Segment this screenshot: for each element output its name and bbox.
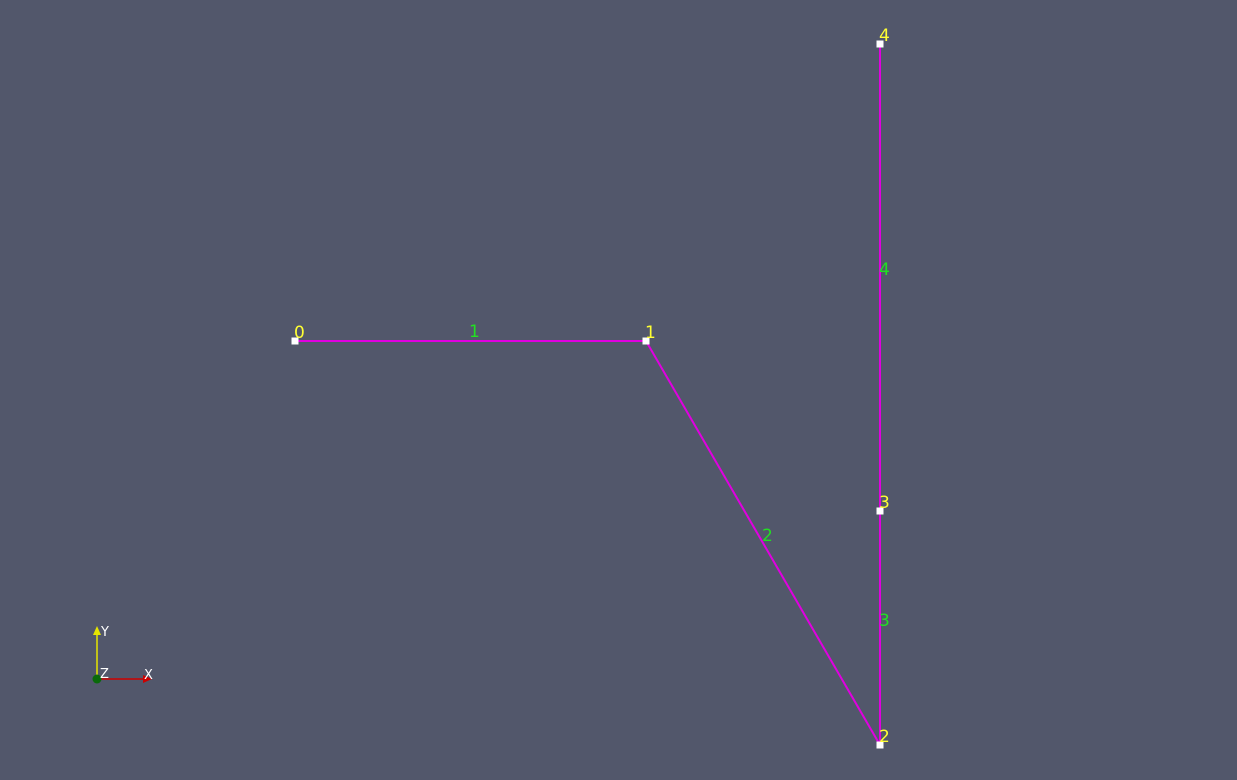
y-axis-arrowhead xyxy=(93,626,101,635)
node-3[interactable] xyxy=(876,507,884,515)
node-labels: 0 1 2 3 4 xyxy=(294,26,890,747)
axis-label-y: Y xyxy=(100,625,109,640)
orientation-axes: Y X Z xyxy=(92,625,153,684)
node-1[interactable] xyxy=(642,337,650,345)
z-axis-origin xyxy=(92,674,102,684)
axis-label-z: Z xyxy=(100,667,109,682)
node-label-2: 2 xyxy=(879,727,890,747)
edge-labels: 1 2 3 4 xyxy=(469,260,890,631)
x-axis-arrowhead xyxy=(143,675,152,683)
node-label-1: 1 xyxy=(645,323,656,343)
edge-label-4: 4 xyxy=(879,260,890,280)
node-4[interactable] xyxy=(876,40,884,48)
node-label-0: 0 xyxy=(294,323,305,343)
axis-label-x: X xyxy=(144,668,153,683)
node-0[interactable] xyxy=(291,337,299,345)
node-label-3: 3 xyxy=(879,493,890,513)
edge-label-2: 2 xyxy=(762,526,773,546)
nodes xyxy=(291,40,884,749)
edges xyxy=(295,44,881,746)
edge-label-3: 3 xyxy=(879,611,890,631)
node-label-4: 4 xyxy=(879,26,890,46)
edge-label-1: 1 xyxy=(469,322,480,342)
node-2[interactable] xyxy=(876,741,884,749)
edge-2[interactable] xyxy=(645,340,881,746)
